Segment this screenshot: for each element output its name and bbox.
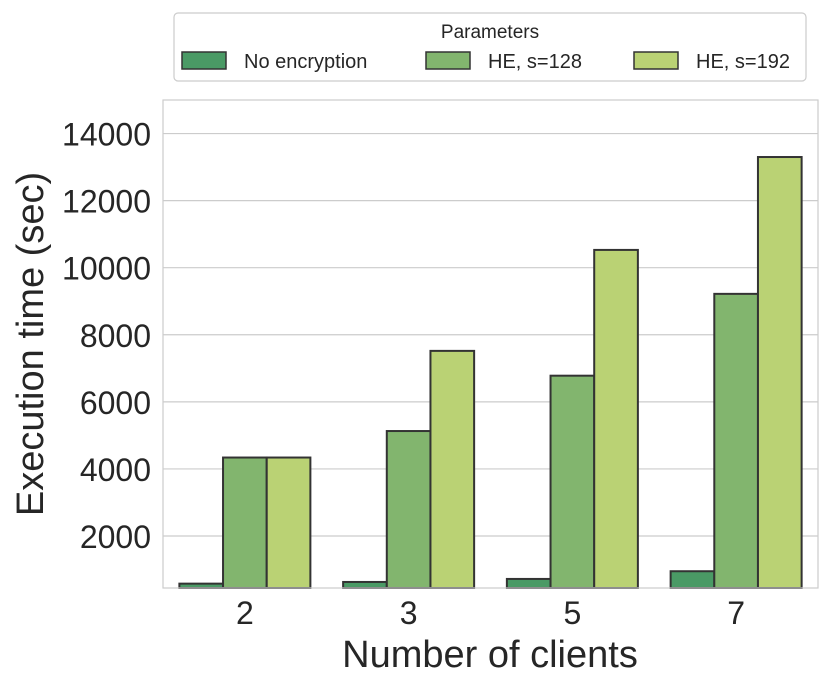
x-tick-labels: 2 3 5 7 [236,595,745,631]
y-tick-label: 14000 [62,117,151,153]
y-tick-label: 12000 [62,184,151,220]
bar [669,570,716,589]
legend-items: No encryption HE, s=128 HE, s=192 [181,51,790,73]
y-axis-label: Execution time (sec) [10,172,52,516]
bar [713,292,759,589]
y-tick-label: 2000 [80,519,151,555]
x-tick-label: 3 [400,595,418,631]
bar [385,430,432,590]
x-tick-label: 7 [727,595,745,631]
y-tick-label: 10000 [62,251,151,287]
legend-swatch [181,51,227,70]
bar [342,580,388,590]
legend-label: No encryption [244,51,367,73]
bars [178,156,803,590]
bar [505,577,552,590]
bar [549,374,596,589]
legend: Parameters No encryption HE, s=128 HE, s=1… [173,12,807,82]
y-tick-labels: 2000 4000 6000 8000 10000 12000 14000 [62,117,151,555]
bar [756,156,803,590]
legend-title: Parameters [441,22,539,43]
legend-label: HE, s=192 [696,51,790,73]
bar [222,456,268,589]
y-tick-label: 4000 [80,452,151,488]
y-tick-label: 6000 [80,385,151,421]
bar [593,248,639,589]
bar [265,456,312,589]
bar [178,582,225,590]
legend-label: HE, s=128 [488,51,582,73]
legend-swatch [633,51,679,70]
plot-frame [162,99,819,589]
bar [429,349,476,589]
x-tick-label: 5 [563,595,581,631]
y-tick-label: 8000 [80,318,151,354]
legend-swatch [425,51,471,70]
x-tick-label: 2 [236,595,254,631]
x-axis-label: Number of clients [342,634,638,676]
